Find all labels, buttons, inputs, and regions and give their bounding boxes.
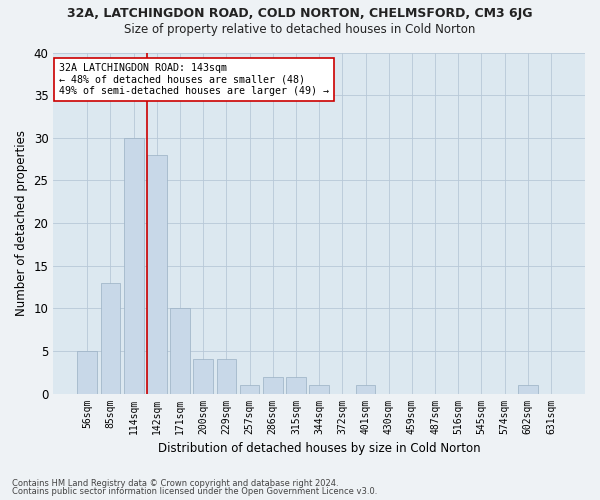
- Text: Contains HM Land Registry data © Crown copyright and database right 2024.: Contains HM Land Registry data © Crown c…: [12, 478, 338, 488]
- Y-axis label: Number of detached properties: Number of detached properties: [15, 130, 28, 316]
- Bar: [356, 385, 376, 394]
- Bar: [240, 385, 259, 394]
- Bar: [124, 138, 143, 394]
- Bar: [309, 385, 329, 394]
- Bar: [101, 282, 121, 394]
- Bar: [217, 360, 236, 394]
- Text: 32A LATCHINGDON ROAD: 143sqm
← 48% of detached houses are smaller (48)
49% of se: 32A LATCHINGDON ROAD: 143sqm ← 48% of de…: [59, 62, 329, 96]
- Text: 32A, LATCHINGDON ROAD, COLD NORTON, CHELMSFORD, CM3 6JG: 32A, LATCHINGDON ROAD, COLD NORTON, CHEL…: [67, 8, 533, 20]
- Bar: [170, 308, 190, 394]
- Bar: [263, 376, 283, 394]
- Bar: [286, 376, 306, 394]
- Bar: [518, 385, 538, 394]
- Text: Size of property relative to detached houses in Cold Norton: Size of property relative to detached ho…: [124, 22, 476, 36]
- Text: Contains public sector information licensed under the Open Government Licence v3: Contains public sector information licen…: [12, 487, 377, 496]
- X-axis label: Distribution of detached houses by size in Cold Norton: Distribution of detached houses by size …: [158, 442, 481, 455]
- Bar: [193, 360, 213, 394]
- Bar: [147, 155, 167, 394]
- Bar: [77, 351, 97, 394]
